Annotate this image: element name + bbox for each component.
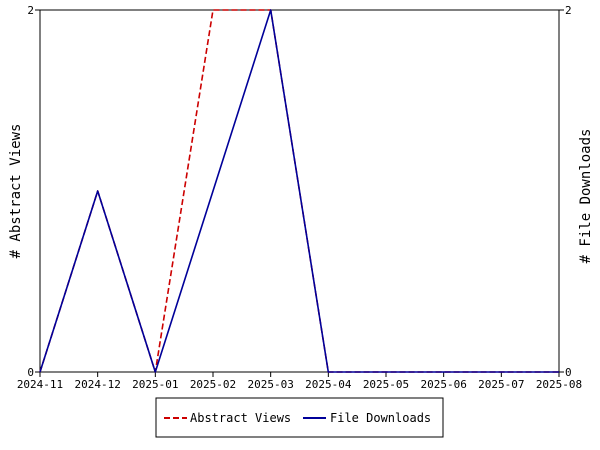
x-tick-label: 2025-02 [190,378,236,391]
y-axis-right-label: # File Downloads [578,129,594,264]
series-line-file-downloads [39,9,559,373]
legend-label-file-downloads: File Downloads [330,411,431,425]
x-tick-label: 2025-04 [305,378,352,391]
legend-box [155,397,444,438]
y-axis-left: 02 [27,4,40,379]
legend-label-abstract-views: Abstract Views [190,411,291,425]
x-tick-label: 2025-07 [478,378,524,391]
y-right-tick-label: 0 [565,366,572,379]
y-right-tick-label: 2 [565,4,572,17]
legend: Abstract Views File Downloads [155,397,444,438]
x-tick-label: 2025-01 [132,378,178,391]
x-tick-label: 2024-12 [74,378,120,391]
x-tick-label: 2025-05 [363,378,409,391]
plot-frame [39,9,560,373]
y-axis-right: 02 [559,4,572,379]
series-layer [39,9,559,373]
x-tick-label: 2025-03 [247,378,293,391]
y-left-tick-label: 2 [27,4,34,17]
x-axis: 2024-11 2024-12 2025-01 2025-02 2025-03 2025-… [17,372,582,391]
x-tick-label: 2025-08 [536,378,582,391]
x-tick-label: 2025-06 [420,378,466,391]
x-tick-label: 2024-11 [17,378,63,391]
y-axis-left-label: # Abstract Views [8,124,24,259]
y-left-tick-label: 0 [27,366,34,379]
